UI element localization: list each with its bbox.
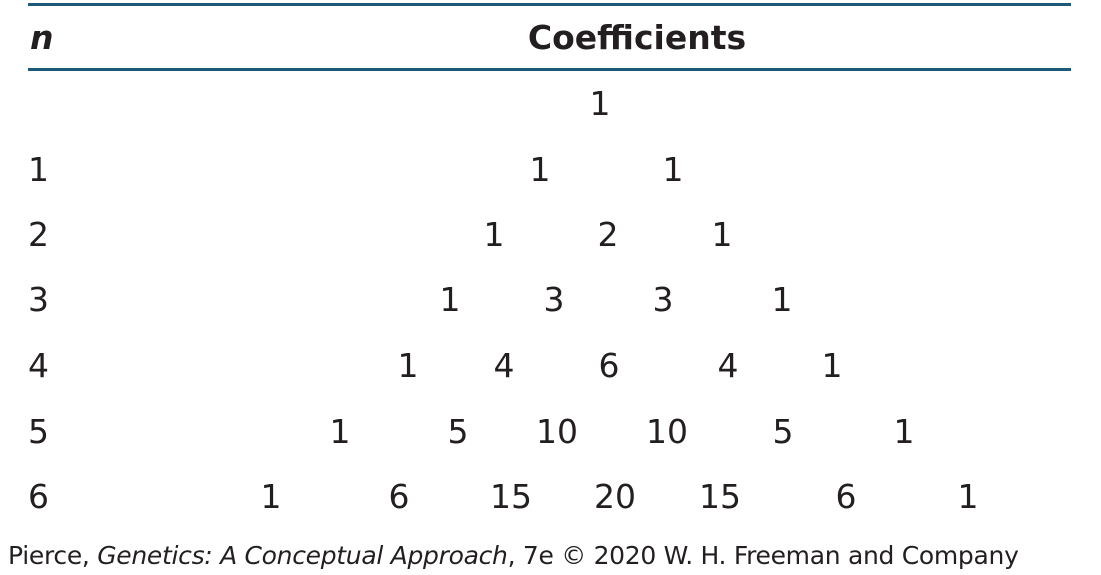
row-n-label: 3 — [28, 280, 49, 319]
coefficient-cell: 6 — [835, 477, 857, 516]
coefficient-cell: 4 — [493, 346, 515, 385]
coefficient-cell: 1 — [662, 150, 684, 189]
coefficient-cell: 1 — [957, 477, 979, 516]
coefficient-cell: 1 — [589, 84, 611, 123]
coefficient-cell: 5 — [772, 412, 794, 451]
row-n-label: 2 — [28, 215, 49, 254]
coefficient-cell: 15 — [490, 477, 532, 516]
coefficient-cell: 6 — [388, 477, 410, 516]
coefficient-cell: 1 — [821, 346, 843, 385]
coefficient-cell: 20 — [594, 477, 636, 516]
coefficient-cell: 1 — [329, 412, 351, 451]
row-n-label: 6 — [28, 477, 49, 516]
row-n-label: 1 — [28, 150, 49, 189]
coefficient-cell: 5 — [447, 412, 469, 451]
coefficient-cell: 10 — [536, 412, 578, 451]
coefficient-cell: 10 — [646, 412, 688, 451]
coefficient-cell: 15 — [699, 477, 741, 516]
coefficient-cell: 3 — [543, 280, 565, 319]
column-header-coefficients: Coefficients — [527, 18, 747, 57]
coefficient-cell: 1 — [397, 346, 419, 385]
header-bottom-rule — [28, 68, 1071, 71]
coefficient-cell: 1 — [771, 280, 793, 319]
row-n-label: 5 — [28, 412, 49, 451]
coefficient-cell: 1 — [893, 412, 915, 451]
coefficient-cell: 4 — [717, 346, 739, 385]
table-top-rule — [28, 3, 1071, 6]
coefficient-cell: 2 — [597, 215, 619, 254]
coefficient-cell: 1 — [439, 280, 461, 319]
coefficient-cell: 1 — [529, 150, 551, 189]
credit-author: Pierce, — [8, 541, 98, 570]
column-header-n: n — [30, 18, 54, 57]
row-n-label: 4 — [28, 346, 49, 385]
figure-credit: Pierce, Genetics: A Conceptual Approach,… — [8, 540, 1019, 572]
coefficient-cell: 1 — [483, 215, 505, 254]
coefficient-cell: 1 — [260, 477, 282, 516]
coefficient-cell: 1 — [711, 215, 733, 254]
credit-edition-copyright: , 7e © 2020 W. H. Freeman and Company — [507, 541, 1019, 570]
credit-book-title: Genetics: A Conceptual Approach — [97, 541, 508, 570]
coefficient-cell: 6 — [598, 346, 620, 385]
coefficient-cell: 3 — [652, 280, 674, 319]
